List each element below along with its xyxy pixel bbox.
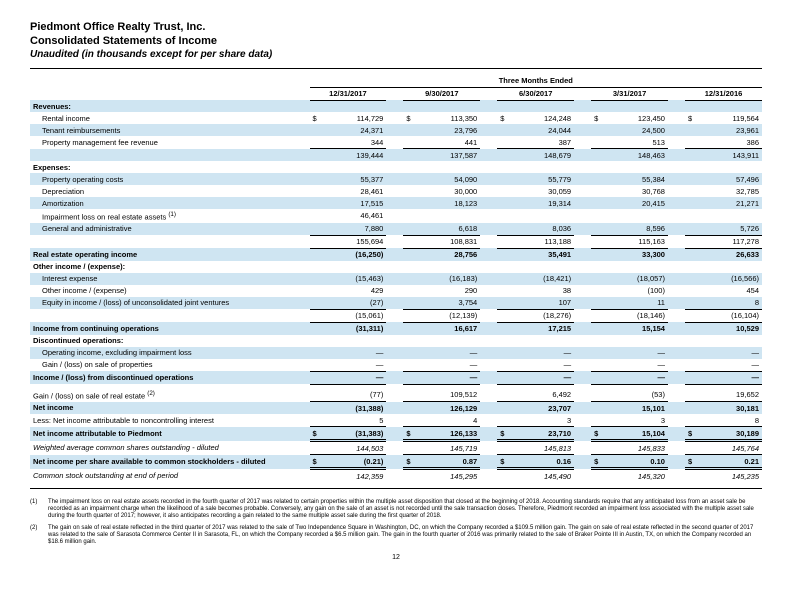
row-label: Equity in income / (loss) of unconsolida… <box>30 297 292 310</box>
footnotes: (1)The impairment loss on real estate as… <box>30 499 762 546</box>
row-label: Net income attributable to Piedmont <box>30 427 292 441</box>
col-hdr: 6/30/2017 <box>497 87 574 100</box>
row-label: Operating income, excluding impairment l… <box>30 347 292 359</box>
income-statement-table: Three Months Ended 12/31/2017 9/30/2017 … <box>30 75 762 483</box>
row-label: Interest expense <box>30 273 292 285</box>
disc-label: Discontinued operations: <box>30 335 292 347</box>
col-hdr: 12/31/2017 <box>310 87 387 100</box>
col-hdr: 12/31/2016 <box>685 87 762 100</box>
statement-title: Consolidated Statements of Income <box>30 34 762 48</box>
row-label: Common stock outstanding at end of perio… <box>30 469 292 483</box>
row-label: Rental income <box>30 112 292 124</box>
row-label: Real estate operating income <box>30 248 292 261</box>
fn-num: (2) <box>30 525 48 547</box>
page-number: 12 <box>30 554 762 561</box>
fn-text: The gain on sale of real estate reflecte… <box>48 525 762 547</box>
row-label: Impairment loss on real estate assets (1… <box>30 209 292 223</box>
row-label: Amortization <box>30 197 292 209</box>
row-label: Property management fee revenue <box>30 136 292 149</box>
row-label: Property operating costs <box>30 173 292 185</box>
super-header: Three Months Ended <box>310 75 762 88</box>
top-rule <box>30 68 762 69</box>
company-name: Piedmont Office Realty Trust, Inc. <box>30 20 762 34</box>
footnote-rule <box>30 488 762 489</box>
row-label: Gain / (loss) on sale of real estate (2) <box>30 388 292 402</box>
fn-num: (1) <box>30 499 48 521</box>
col-hdr: 9/30/2017 <box>403 87 480 100</box>
fn-text: The impairment loss on real estate asset… <box>48 499 762 521</box>
row-label: Income / (loss) from discontinued operat… <box>30 371 292 384</box>
row-label: Net income per share available to common… <box>30 455 292 469</box>
row-label: Weighted average common shares outstandi… <box>30 441 292 455</box>
row-label: Income from continuing operations <box>30 322 292 335</box>
statement-note: Unaudited (in thousands except for per s… <box>30 49 762 60</box>
row-label: Net income <box>30 402 292 415</box>
row-label: General and administrative <box>30 223 292 236</box>
exp-label: Expenses: <box>30 161 292 173</box>
row-label: Tenant reimbursements <box>30 124 292 136</box>
row-label: Gain / (loss) on sale of properties <box>30 359 292 372</box>
oie-label: Other income / (expense): <box>30 261 292 273</box>
row-label: Less: Net income attributable to noncont… <box>30 414 292 427</box>
row-label: Depreciation <box>30 185 292 197</box>
col-hdr: 3/31/2017 <box>591 87 668 100</box>
row-label: Other income / (expense) <box>30 285 292 297</box>
rev-label: Revenues: <box>30 100 292 112</box>
